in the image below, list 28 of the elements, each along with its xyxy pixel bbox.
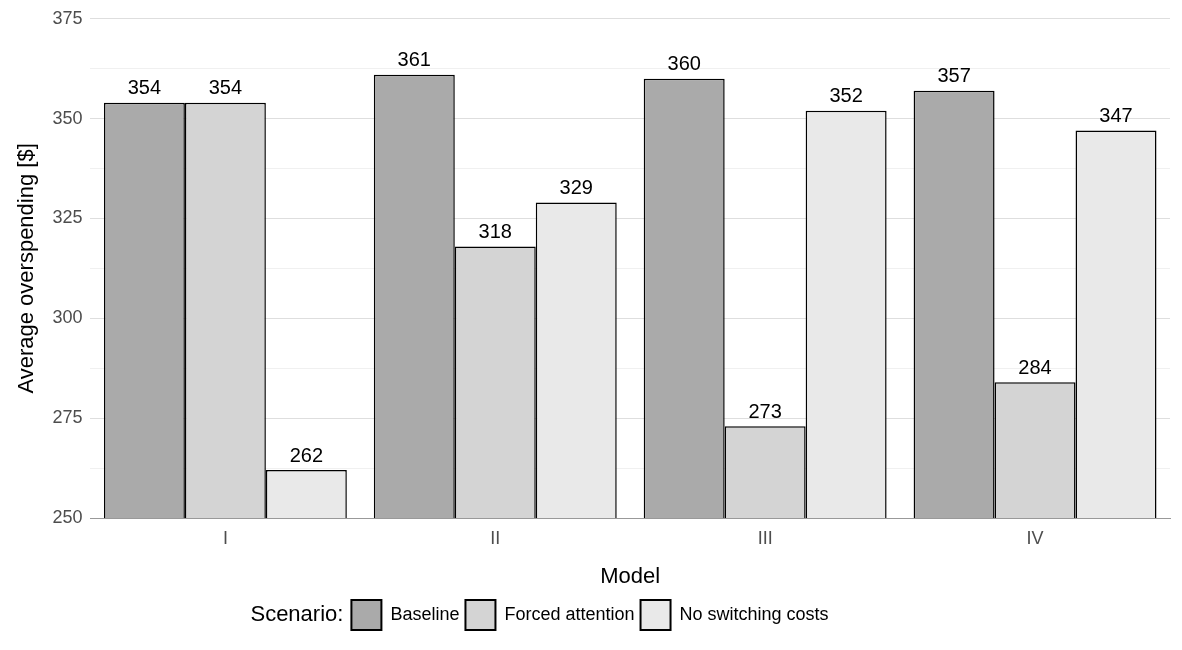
data-label: 354 xyxy=(208,76,243,99)
x-tick-label: II xyxy=(490,527,501,548)
y-tick-label: 275 xyxy=(52,407,83,428)
data-label: 361 xyxy=(397,48,431,71)
legend-title: Scenario: xyxy=(250,601,344,627)
data-label: 360 xyxy=(667,52,701,75)
y-tick-label: 250 xyxy=(52,506,83,527)
data-label: 284 xyxy=(1018,355,1052,378)
x-tick-label: I xyxy=(222,527,228,548)
y-tick-label: 375 xyxy=(52,7,83,28)
legend-label: No switching costs xyxy=(679,603,829,624)
y-tick-label: 350 xyxy=(52,107,83,128)
x-axis-title: Model xyxy=(600,562,661,588)
data-label: 354 xyxy=(127,76,162,99)
data-label: 329 xyxy=(559,176,593,199)
data-label: 352 xyxy=(829,84,863,107)
y-axis-title: Average overspending [$] xyxy=(13,143,39,394)
legend-label: Forced attention xyxy=(504,603,635,624)
data-label: 347 xyxy=(1099,104,1133,127)
legend-label: Baseline xyxy=(390,603,460,624)
data-label: 262 xyxy=(289,443,324,466)
data-label: 357 xyxy=(937,64,971,87)
data-label: 273 xyxy=(748,399,782,422)
y-tick-label: 325 xyxy=(52,207,83,228)
x-tick-label: IV xyxy=(1026,527,1044,548)
x-tick-label: III xyxy=(757,527,773,548)
y-tick-label: 300 xyxy=(52,307,83,328)
data-label: 318 xyxy=(478,219,512,242)
